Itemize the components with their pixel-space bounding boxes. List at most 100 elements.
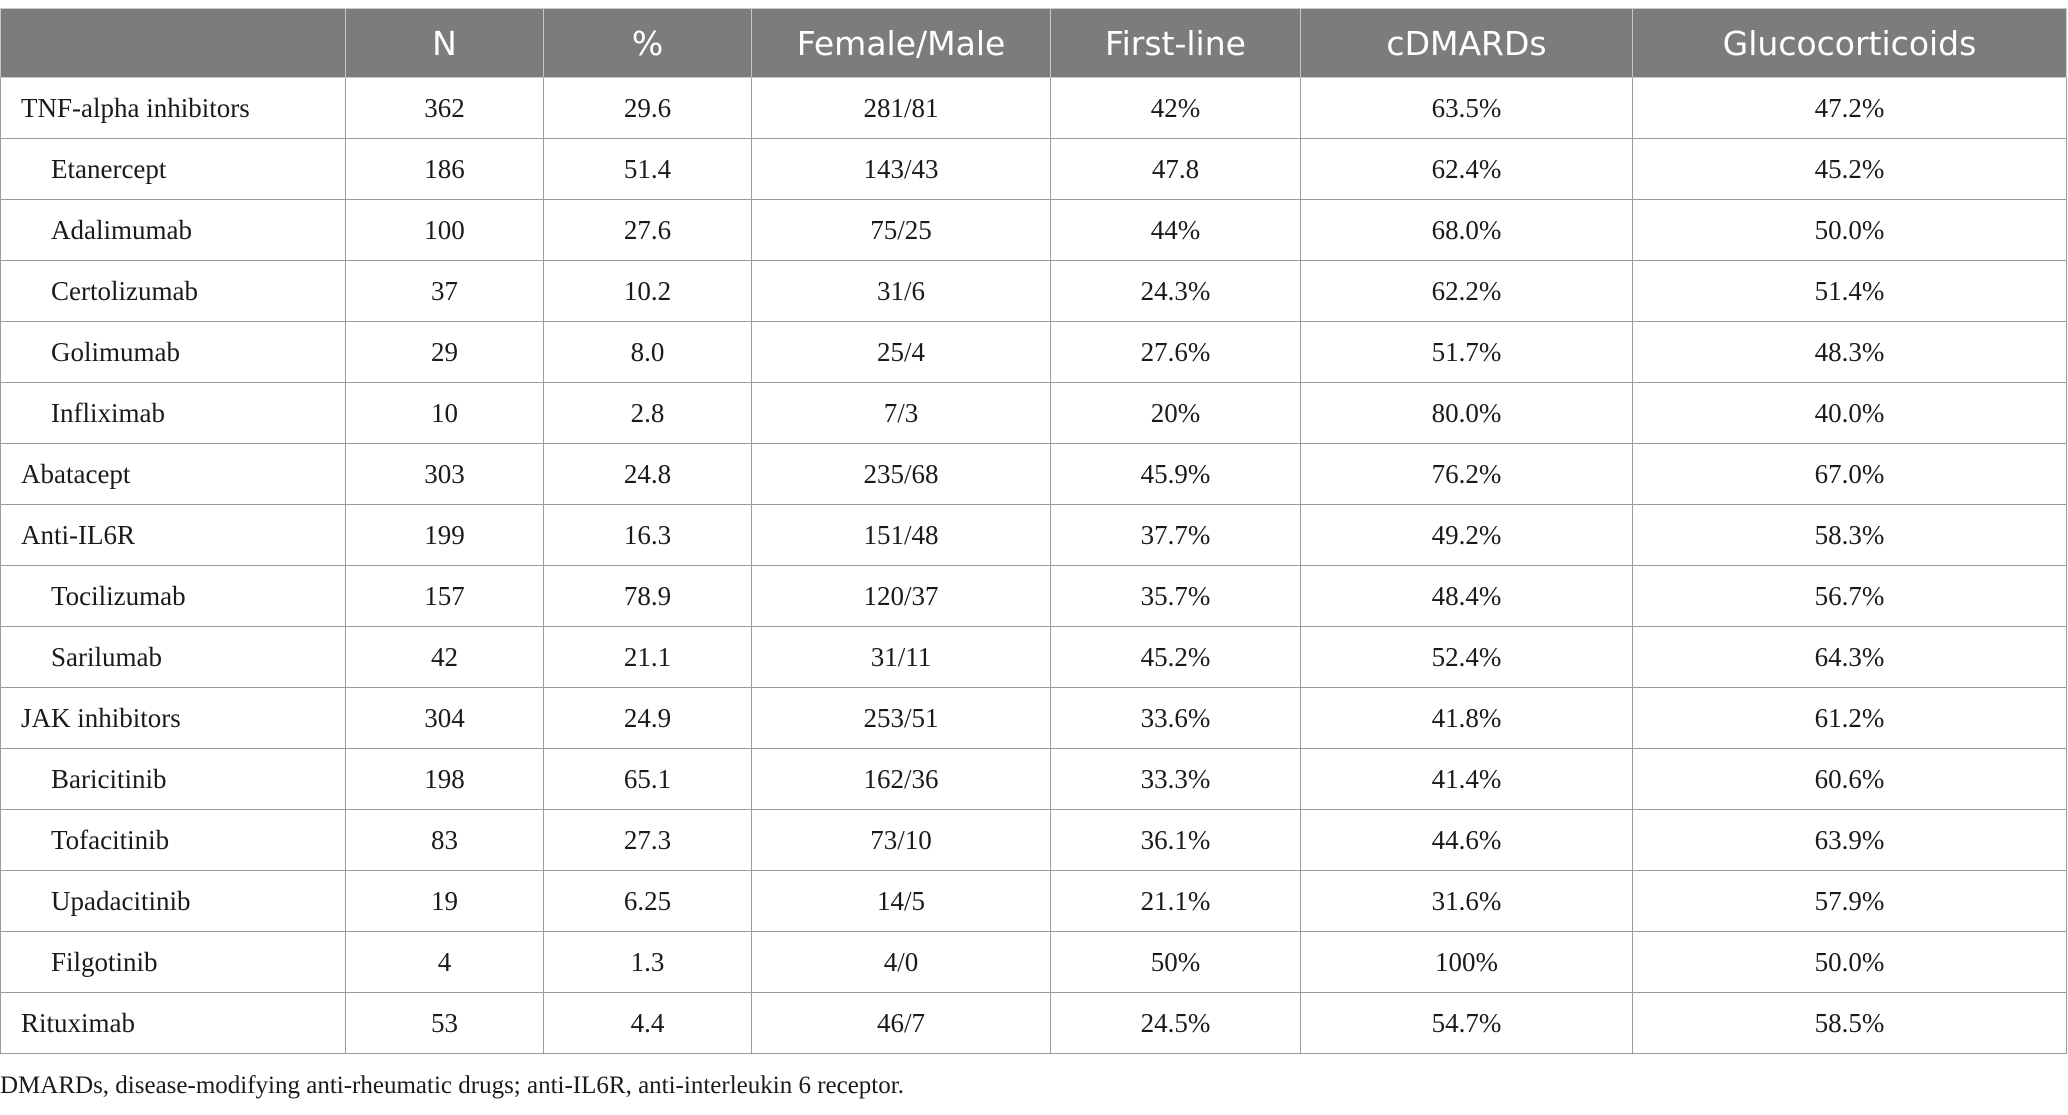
table-row: Sarilumab 42 21.1 31/11 45.2% 52.4% 64.3% — [0, 626, 2067, 688]
cell-first-line: 27.6% — [1050, 321, 1301, 383]
cell-first-line: 45.9% — [1050, 443, 1301, 505]
cell-female-male: 31/6 — [751, 260, 1051, 322]
cell-drug-name: Etanercept — [0, 138, 346, 200]
cell-drug-name: JAK inhibitors — [0, 687, 346, 749]
cell-cdmards: 62.4% — [1300, 138, 1633, 200]
cell-cdmards: 49.2% — [1300, 504, 1633, 566]
cell-female-male: 14/5 — [751, 870, 1051, 932]
table-row: Rituximab 53 4.4 46/7 24.5% 54.7% 58.5% — [0, 992, 2067, 1054]
table-footnote: DMARDs, disease-modifying anti-rheumatic… — [0, 1072, 904, 1099]
cell-glucocorticoids: 58.3% — [1632, 504, 2067, 566]
table-header: N % Female/Male First-line cDMARDs Gluco… — [0, 8, 2067, 78]
cell-percent: 27.3 — [543, 809, 752, 871]
cell-percent: 65.1 — [543, 748, 752, 810]
cell-glucocorticoids: 58.5% — [1632, 992, 2067, 1054]
cell-cdmards: 44.6% — [1300, 809, 1633, 871]
cell-n: 4 — [345, 931, 544, 993]
cell-percent: 78.9 — [543, 565, 752, 627]
cell-first-line: 50% — [1050, 931, 1301, 993]
header-cell-cdmards: cDMARDs — [1300, 8, 1633, 78]
cell-percent: 24.9 — [543, 687, 752, 749]
header-cell-female-male: Female/Male — [751, 8, 1051, 78]
cell-glucocorticoids: 56.7% — [1632, 565, 2067, 627]
cell-cdmards: 52.4% — [1300, 626, 1633, 688]
table-row: Tocilizumab 157 78.9 120/37 35.7% 48.4% 56.7% — [0, 565, 2067, 627]
cell-percent: 6.25 — [543, 870, 752, 932]
cell-female-male: 31/11 — [751, 626, 1051, 688]
cell-percent: 1.3 — [543, 931, 752, 993]
cell-drug-name: Golimumab — [0, 321, 346, 383]
cell-cdmards: 100% — [1300, 931, 1633, 993]
cell-percent: 10.2 — [543, 260, 752, 322]
cell-percent: 2.8 — [543, 382, 752, 444]
table-row: Upadacitinib 19 6.25 14/5 21.1% 31.6% 57.9% — [0, 870, 2067, 932]
cell-cdmards: 31.6% — [1300, 870, 1633, 932]
cell-percent: 27.6 — [543, 199, 752, 261]
cell-glucocorticoids: 61.2% — [1632, 687, 2067, 749]
cell-glucocorticoids: 47.2% — [1632, 77, 2067, 139]
data-table-container: N % Female/Male First-line cDMARDs Gluco… — [0, 8, 2067, 1054]
cell-female-male: 75/25 — [751, 199, 1051, 261]
cell-first-line: 42% — [1050, 77, 1301, 139]
table-body: TNF-alpha inhibitors 362 29.6 281/81 42% 63.5… — [0, 77, 2067, 1054]
cell-first-line: 21.1% — [1050, 870, 1301, 932]
cell-drug-name: Infliximab — [0, 382, 346, 444]
cell-cdmards: 62.2% — [1300, 260, 1633, 322]
cell-percent: 4.4 — [543, 992, 752, 1054]
cell-female-male: 162/36 — [751, 748, 1051, 810]
table-row: Adalimumab 100 27.6 75/25 44% 68.0% 50.0% — [0, 199, 2067, 261]
cell-drug-name: Abatacept — [0, 443, 346, 505]
cell-cdmards: 48.4% — [1300, 565, 1633, 627]
cell-drug-name: Certolizumab — [0, 260, 346, 322]
cell-cdmards: 41.4% — [1300, 748, 1633, 810]
cell-glucocorticoids: 45.2% — [1632, 138, 2067, 200]
cell-female-male: 46/7 — [751, 992, 1051, 1054]
header-cell-glucocorticoids: Glucocorticoids — [1632, 8, 2067, 78]
header-cell-first-line: First-line — [1050, 8, 1301, 78]
cell-cdmards: 54.7% — [1300, 992, 1633, 1054]
cell-n: 303 — [345, 443, 544, 505]
cell-cdmards: 51.7% — [1300, 321, 1633, 383]
table-row: Tofacitinib 83 27.3 73/10 36.1% 44.6% 63.9% — [0, 809, 2067, 871]
cell-female-male: 143/43 — [751, 138, 1051, 200]
cell-cdmards: 63.5% — [1300, 77, 1633, 139]
data-table: N % Female/Male First-line cDMARDs Gluco… — [0, 8, 2067, 1054]
cell-female-male: 25/4 — [751, 321, 1051, 383]
cell-n: 100 — [345, 199, 544, 261]
cell-first-line: 33.6% — [1050, 687, 1301, 749]
cell-drug-name: Upadacitinib — [0, 870, 346, 932]
cell-n: 29 — [345, 321, 544, 383]
cell-first-line: 47.8 — [1050, 138, 1301, 200]
cell-cdmards: 80.0% — [1300, 382, 1633, 444]
header-cell-n: N — [345, 8, 544, 78]
cell-n: 10 — [345, 382, 544, 444]
cell-percent: 21.1 — [543, 626, 752, 688]
cell-first-line: 35.7% — [1050, 565, 1301, 627]
cell-first-line: 20% — [1050, 382, 1301, 444]
table-row: Filgotinib 4 1.3 4/0 50% 100% 50.0% — [0, 931, 2067, 993]
table-row: Certolizumab 37 10.2 31/6 24.3% 62.2% 51.4% — [0, 260, 2067, 322]
cell-drug-name: Adalimumab — [0, 199, 346, 261]
cell-cdmards: 68.0% — [1300, 199, 1633, 261]
cell-first-line: 44% — [1050, 199, 1301, 261]
cell-first-line: 24.3% — [1050, 260, 1301, 322]
cell-n: 19 — [345, 870, 544, 932]
cell-female-male: 235/68 — [751, 443, 1051, 505]
cell-drug-name: Sarilumab — [0, 626, 346, 688]
cell-female-male: 120/37 — [751, 565, 1051, 627]
cell-first-line: 36.1% — [1050, 809, 1301, 871]
cell-first-line: 33.3% — [1050, 748, 1301, 810]
cell-percent: 24.8 — [543, 443, 752, 505]
cell-female-male: 7/3 — [751, 382, 1051, 444]
cell-glucocorticoids: 64.3% — [1632, 626, 2067, 688]
table-row: TNF-alpha inhibitors 362 29.6 281/81 42% 63.5… — [0, 77, 2067, 139]
cell-percent: 51.4 — [543, 138, 752, 200]
cell-glucocorticoids: 48.3% — [1632, 321, 2067, 383]
cell-glucocorticoids: 40.0% — [1632, 382, 2067, 444]
cell-drug-name: Filgotinib — [0, 931, 346, 993]
cell-n: 362 — [345, 77, 544, 139]
header-row: N % Female/Male First-line cDMARDs Gluco… — [0, 8, 2067, 78]
header-cell-drug — [0, 8, 346, 78]
cell-first-line: 37.7% — [1050, 504, 1301, 566]
cell-n: 199 — [345, 504, 544, 566]
